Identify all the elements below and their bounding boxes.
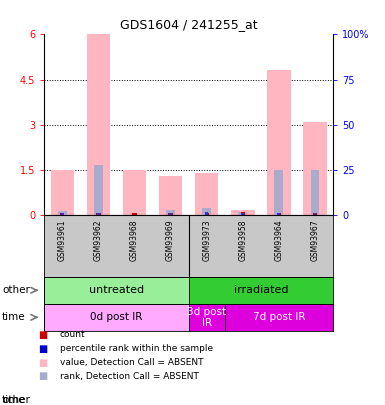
Text: GSM93973: GSM93973 bbox=[202, 220, 211, 261]
Bar bbox=[202, 208, 211, 215]
Bar bbox=[166, 210, 175, 215]
Text: percentile rank within the sample: percentile rank within the sample bbox=[60, 344, 213, 353]
Text: ■: ■ bbox=[38, 344, 48, 354]
Bar bbox=[169, 213, 173, 215]
Text: GDS1604 / 241255_at: GDS1604 / 241255_at bbox=[120, 18, 258, 31]
Bar bbox=[60, 213, 64, 215]
Text: GSM93961: GSM93961 bbox=[58, 220, 67, 261]
Bar bbox=[58, 211, 67, 215]
Bar bbox=[189, 304, 225, 331]
Bar bbox=[275, 170, 283, 215]
Bar bbox=[241, 212, 245, 215]
Bar bbox=[205, 212, 208, 215]
Text: GSM93958: GSM93958 bbox=[238, 220, 247, 261]
Bar bbox=[132, 213, 137, 215]
Bar bbox=[303, 122, 327, 215]
Bar bbox=[61, 213, 64, 215]
Text: count: count bbox=[60, 330, 85, 339]
Bar bbox=[241, 213, 244, 215]
Text: GSM93962: GSM93962 bbox=[94, 220, 103, 261]
Text: ■: ■ bbox=[38, 371, 48, 382]
Text: other: other bbox=[2, 395, 30, 405]
Text: GSM93964: GSM93964 bbox=[275, 220, 283, 261]
Text: rank, Detection Call = ABSENT: rank, Detection Call = ABSENT bbox=[60, 372, 199, 381]
Text: GSM93967: GSM93967 bbox=[310, 220, 320, 261]
Bar bbox=[313, 213, 316, 215]
Text: other: other bbox=[2, 285, 30, 295]
Bar bbox=[44, 277, 189, 304]
Bar bbox=[169, 213, 172, 215]
Text: irradiated: irradiated bbox=[234, 285, 288, 295]
Text: 0d post IR: 0d post IR bbox=[90, 312, 143, 322]
Text: value, Detection Call = ABSENT: value, Detection Call = ABSENT bbox=[60, 358, 203, 367]
Text: ■: ■ bbox=[38, 330, 48, 340]
Bar bbox=[189, 277, 333, 304]
Bar bbox=[123, 170, 146, 215]
Text: 7d post IR: 7d post IR bbox=[253, 312, 305, 322]
Bar bbox=[204, 213, 209, 215]
Bar bbox=[238, 212, 247, 215]
Bar bbox=[97, 213, 100, 215]
Bar bbox=[278, 213, 280, 215]
Bar bbox=[50, 170, 74, 215]
Bar bbox=[231, 210, 254, 215]
Bar bbox=[225, 304, 333, 331]
Bar bbox=[195, 173, 218, 215]
Text: time: time bbox=[2, 312, 25, 322]
Text: untreated: untreated bbox=[89, 285, 144, 295]
Text: ■: ■ bbox=[38, 358, 48, 368]
Bar bbox=[159, 176, 182, 215]
Bar bbox=[94, 165, 103, 215]
Text: GSM93968: GSM93968 bbox=[130, 220, 139, 261]
Bar bbox=[44, 304, 189, 331]
Bar bbox=[311, 170, 320, 215]
Bar bbox=[87, 34, 110, 215]
Text: GSM93969: GSM93969 bbox=[166, 220, 175, 261]
Text: 3d post
IR: 3d post IR bbox=[187, 307, 226, 328]
Text: time: time bbox=[2, 395, 25, 405]
Bar bbox=[277, 213, 281, 215]
Bar bbox=[96, 213, 100, 215]
Bar bbox=[267, 70, 291, 215]
Bar bbox=[313, 213, 317, 215]
